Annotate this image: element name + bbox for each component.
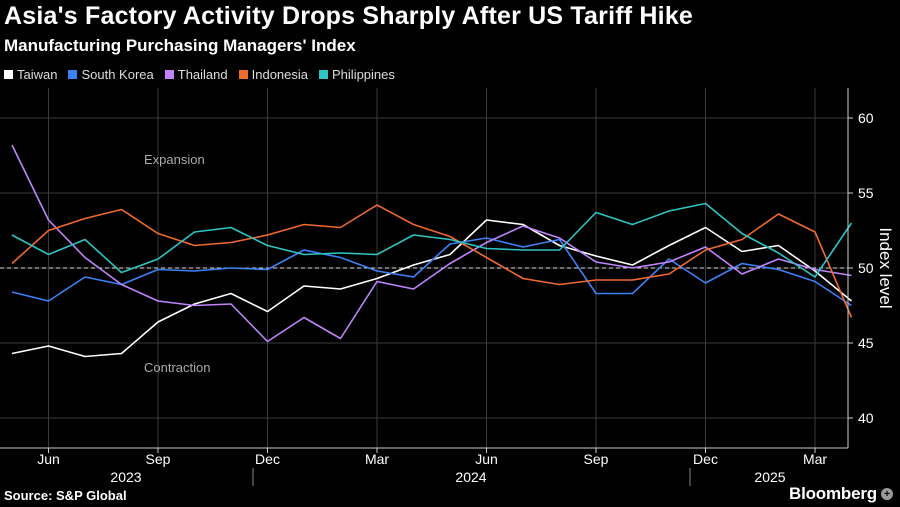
x-year-label: 2023 — [110, 469, 141, 485]
x-tick-label: Mar — [803, 451, 827, 467]
series-line-indonesia — [11, 204, 853, 318]
bloomberg-logo: Bloomberg + — [789, 484, 893, 504]
chart-subtitle: Manufacturing Purchasing Managers' Index — [4, 36, 356, 55]
legend-label: Indonesia — [251, 67, 309, 82]
y-tick-label: 55 — [858, 185, 874, 201]
legend-label: Thailand — [177, 67, 228, 82]
series-line-philippines — [11, 202, 853, 278]
legend-swatch — [238, 70, 248, 79]
source-note: Source: S&P Global — [4, 488, 127, 503]
x-tick-label: Dec — [693, 451, 718, 467]
annotation-contraction: Contraction — [144, 360, 210, 375]
chart-title: Asia's Factory Activity Drops Sharply Af… — [4, 2, 694, 30]
annotation-expansion: Expansion — [144, 152, 205, 167]
y-tick-label: 40 — [858, 410, 874, 426]
y-tick-label: 45 — [858, 335, 874, 351]
axes: 40 45 50 55 60 Jun Sep Dec Mar Jun Sep Dec Mar 2023 20… — [0, 88, 874, 486]
x-tick-label: Dec — [255, 451, 280, 467]
legend-label: Philippines — [332, 67, 395, 82]
x-tick-label: Jun — [37, 451, 60, 467]
legend-item-indonesia: Indonesia — [238, 67, 309, 82]
legend-item-thailand: Thailand — [164, 67, 228, 82]
legend-swatch — [319, 70, 329, 79]
legend: Taiwan South Korea Thailand Indonesia Ph… — [4, 67, 395, 82]
legend-item-philippines: Philippines — [319, 67, 395, 82]
series-line-thailand — [11, 144, 852, 343]
legend-item-south-korea: South Korea — [68, 67, 154, 82]
x-year-label: 2025 — [754, 469, 785, 485]
legend-label: South Korea — [81, 67, 154, 82]
y-axis-label: Index level — [876, 227, 895, 308]
legend-item-taiwan: Taiwan — [4, 67, 57, 82]
legend-swatch — [68, 70, 78, 79]
y-tick-label: 60 — [858, 110, 874, 126]
series-line-taiwan — [11, 219, 853, 358]
legend-swatch — [4, 70, 13, 79]
x-tick-label: Jun — [475, 451, 498, 467]
x-tick-label: Sep — [146, 451, 171, 467]
x-tick-label: Sep — [584, 451, 609, 467]
brand-name: Bloomberg — [789, 484, 877, 503]
series-line-south-korea — [11, 237, 852, 307]
x-tick-label: Mar — [365, 451, 389, 467]
grid-lines — [0, 88, 848, 448]
legend-label: Taiwan — [17, 67, 58, 82]
y-tick-label: 50 — [858, 260, 874, 276]
legend-swatch — [164, 70, 174, 79]
plus-icon: + — [880, 488, 893, 500]
series-lines — [11, 144, 853, 358]
x-year-label: 2024 — [455, 469, 486, 485]
